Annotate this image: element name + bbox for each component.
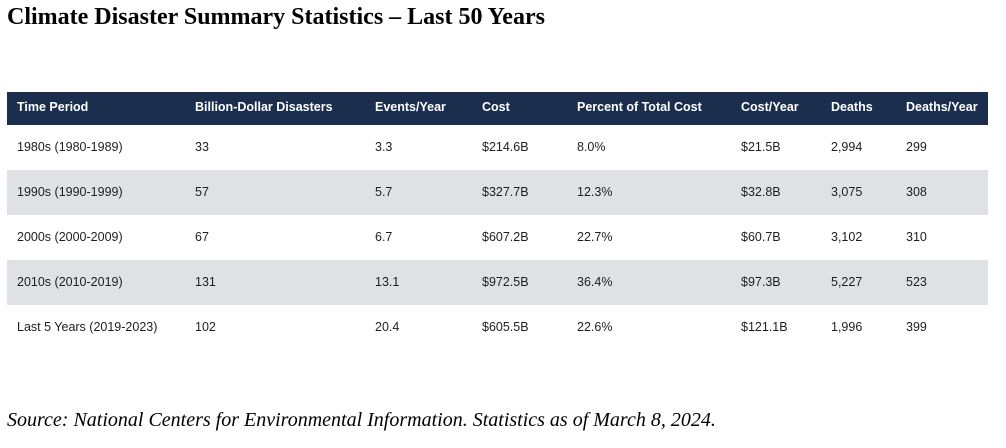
cell-deaths-per-year: 308: [906, 185, 927, 199]
table-row: Last 5 Years (2019-2023) 102 20.4 $605.5…: [7, 305, 988, 350]
table-row: 1980s (1980-1989) 33 3.3 $214.6B 8.0% $2…: [7, 125, 988, 170]
cell-percent-of-total-cost: 12.3%: [577, 185, 613, 199]
cell-deaths-per-year: 299: [906, 140, 927, 154]
cell-deaths-per-year: 399: [906, 320, 927, 334]
cell-events-per-year: 6.7: [375, 230, 393, 244]
cell-percent-of-total-cost: 22.7%: [577, 230, 613, 244]
cell-cost: $605.5B: [482, 320, 529, 334]
header-cost-per-year: Cost/Year: [741, 100, 799, 114]
cell-events-per-year: 20.4: [375, 320, 400, 334]
cell-percent-of-total-cost: 22.6%: [577, 320, 613, 334]
cell-cost: $327.7B: [482, 185, 529, 199]
cell-billion-dollar-disasters: 131: [195, 275, 216, 289]
table-row: 1990s (1990-1999) 57 5.7 $327.7B 12.3% $…: [7, 170, 988, 215]
cell-cost: $607.2B: [482, 230, 529, 244]
cell-billion-dollar-disasters: 33: [195, 140, 209, 154]
page-title: Climate Disaster Summary Statistics – La…: [7, 4, 545, 30]
header-percent-of-total-cost: Percent of Total Cost: [577, 100, 702, 114]
cell-cost: $972.5B: [482, 275, 529, 289]
cell-deaths: 5,227: [831, 275, 863, 289]
cell-deaths: 3,102: [831, 230, 863, 244]
header-deaths-per-year: Deaths/Year: [906, 100, 978, 114]
cell-cost-per-year: $60.7B: [741, 230, 781, 244]
cell-percent-of-total-cost: 8.0%: [577, 140, 606, 154]
cell-deaths-per-year: 310: [906, 230, 927, 244]
cell-cost-per-year: $21.5B: [741, 140, 781, 154]
cell-cost-per-year: $32.8B: [741, 185, 781, 199]
cell-deaths: 3,075: [831, 185, 863, 199]
table-row: 2010s (2010-2019) 131 13.1 $972.5B 36.4%…: [7, 260, 988, 305]
cell-billion-dollar-disasters: 102: [195, 320, 216, 334]
cell-events-per-year: 5.7: [375, 185, 393, 199]
header-time-period: Time Period: [17, 100, 89, 114]
header-events-per-year: Events/Year: [375, 100, 446, 114]
cell-deaths-per-year: 523: [906, 275, 927, 289]
disaster-statistics-table: Time Period Billion-Dollar Disasters Eve…: [7, 92, 988, 350]
header-deaths: Deaths: [831, 100, 873, 114]
header-billion-dollar-disasters: Billion-Dollar Disasters: [195, 100, 333, 114]
cell-time-period: 1980s (1980-1989): [17, 140, 123, 154]
cell-time-period: 2000s (2000-2009): [17, 230, 123, 244]
cell-time-period: 1990s (1990-1999): [17, 185, 123, 199]
cell-time-period: 2010s (2010-2019): [17, 275, 123, 289]
cell-deaths: 2,994: [831, 140, 863, 154]
table-header-row: Time Period Billion-Dollar Disasters Eve…: [7, 92, 988, 125]
cell-cost: $214.6B: [482, 140, 529, 154]
table-row: 2000s (2000-2009) 67 6.7 $607.2B 22.7% $…: [7, 215, 988, 260]
cell-deaths: 1,996: [831, 320, 863, 334]
cell-cost-per-year: $97.3B: [741, 275, 781, 289]
source-note: Source: National Centers for Environment…: [7, 409, 716, 431]
header-cost: Cost: [482, 100, 510, 114]
cell-events-per-year: 3.3: [375, 140, 393, 154]
cell-cost-per-year: $121.1B: [741, 320, 788, 334]
cell-billion-dollar-disasters: 57: [195, 185, 209, 199]
cell-percent-of-total-cost: 36.4%: [577, 275, 613, 289]
cell-time-period: Last 5 Years (2019-2023): [17, 320, 158, 334]
cell-events-per-year: 13.1: [375, 275, 400, 289]
cell-billion-dollar-disasters: 67: [195, 230, 209, 244]
